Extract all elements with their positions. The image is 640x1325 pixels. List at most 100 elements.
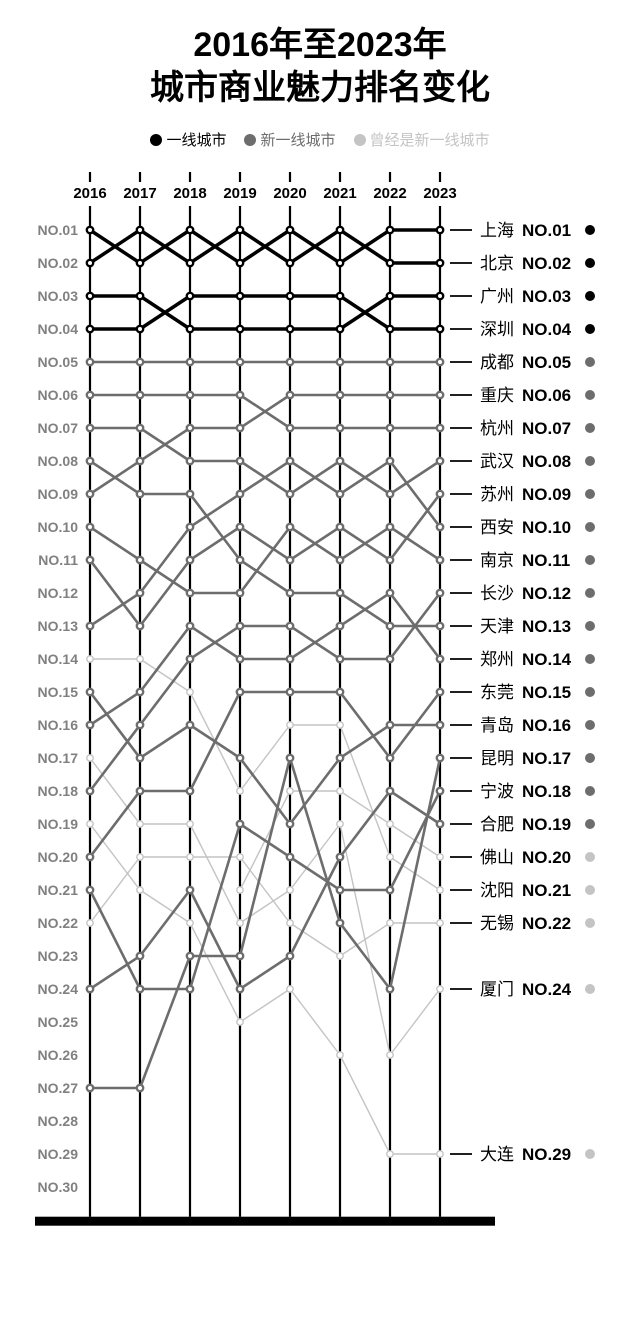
city-node bbox=[337, 590, 343, 596]
city-node bbox=[287, 359, 293, 365]
city-node bbox=[387, 326, 393, 332]
rank-label-left: NO.01 bbox=[38, 222, 79, 238]
city-node bbox=[287, 722, 293, 728]
rank-label-left: NO.30 bbox=[38, 1179, 79, 1195]
city-tier-dot bbox=[585, 852, 595, 862]
city-node bbox=[287, 920, 293, 926]
city-rank-label: NO.20 bbox=[522, 848, 571, 867]
city-node bbox=[237, 689, 243, 695]
city-node bbox=[87, 755, 93, 761]
city-node bbox=[137, 953, 143, 959]
city-node bbox=[437, 986, 443, 992]
city-node bbox=[187, 788, 193, 794]
city-node bbox=[137, 458, 143, 464]
city-name-label: 沈阳 bbox=[480, 881, 514, 900]
city-node bbox=[237, 920, 243, 926]
city-node bbox=[437, 260, 443, 266]
city-node bbox=[87, 293, 93, 299]
city-node bbox=[337, 425, 343, 431]
city-node bbox=[187, 557, 193, 563]
city-node bbox=[387, 1052, 393, 1058]
city-node bbox=[187, 986, 193, 992]
city-node bbox=[437, 392, 443, 398]
legend-label: 曾经是新一线城市 bbox=[370, 129, 490, 150]
city-node bbox=[287, 392, 293, 398]
city-node bbox=[387, 623, 393, 629]
city-node bbox=[237, 854, 243, 860]
city-node bbox=[187, 689, 193, 695]
city-node bbox=[87, 854, 93, 860]
city-node bbox=[237, 359, 243, 365]
city-name-label: 武汉 bbox=[480, 452, 514, 471]
city-node bbox=[387, 491, 393, 497]
city-node bbox=[437, 557, 443, 563]
city-node bbox=[287, 326, 293, 332]
city-node bbox=[237, 524, 243, 530]
city-node bbox=[387, 656, 393, 662]
city-node bbox=[337, 755, 343, 761]
city-tier-dot bbox=[585, 984, 595, 994]
city-node bbox=[287, 590, 293, 596]
rank-label-left: NO.18 bbox=[38, 783, 79, 799]
city-node bbox=[87, 920, 93, 926]
city-tier-dot bbox=[585, 588, 595, 598]
city-node bbox=[387, 293, 393, 299]
city-rank-label: NO.02 bbox=[522, 254, 571, 273]
city-tier-dot bbox=[585, 291, 595, 301]
city-node bbox=[287, 491, 293, 497]
city-tier-dot bbox=[585, 819, 595, 829]
city-node bbox=[287, 260, 293, 266]
city-node bbox=[87, 524, 93, 530]
city-line bbox=[90, 758, 440, 1055]
city-node bbox=[387, 887, 393, 893]
city-node bbox=[237, 656, 243, 662]
rank-label-left: NO.11 bbox=[38, 552, 78, 568]
city-node bbox=[237, 491, 243, 497]
bump-chart: 20162017201820192020202120222023NO.01NO.… bbox=[0, 160, 640, 1310]
svg-text:2023: 2023 bbox=[423, 185, 456, 202]
city-node bbox=[337, 293, 343, 299]
city-rank-label: NO.22 bbox=[522, 914, 571, 933]
city-line bbox=[90, 230, 440, 263]
city-node bbox=[387, 920, 393, 926]
city-node bbox=[337, 656, 343, 662]
rank-label-left: NO.08 bbox=[38, 453, 79, 469]
city-node bbox=[237, 986, 243, 992]
city-name-label: 深圳 bbox=[480, 320, 514, 339]
city-node bbox=[87, 722, 93, 728]
city-node bbox=[287, 986, 293, 992]
city-rank-label: NO.04 bbox=[522, 320, 572, 339]
city-tier-dot bbox=[585, 456, 595, 466]
city-node bbox=[337, 1052, 343, 1058]
legend-item: 曾经是新一线城市 bbox=[354, 129, 490, 150]
city-node bbox=[137, 788, 143, 794]
city-node bbox=[287, 755, 293, 761]
legend-item: 新一线城市 bbox=[244, 129, 335, 150]
city-node bbox=[237, 326, 243, 332]
city-node bbox=[187, 821, 193, 827]
city-node bbox=[187, 920, 193, 926]
city-node bbox=[137, 722, 143, 728]
city-node bbox=[287, 524, 293, 530]
rank-label-left: NO.13 bbox=[38, 618, 79, 634]
city-rank-label: NO.07 bbox=[522, 419, 571, 438]
rank-label-left: NO.03 bbox=[38, 288, 79, 304]
city-name-label: 合肥 bbox=[480, 815, 514, 834]
city-node bbox=[237, 392, 243, 398]
city-node bbox=[237, 755, 243, 761]
city-node bbox=[437, 227, 443, 233]
city-node bbox=[387, 590, 393, 596]
city-node bbox=[87, 1085, 93, 1091]
city-name-label: 厦门 bbox=[480, 980, 514, 999]
city-rank-label: NO.16 bbox=[522, 716, 571, 735]
city-rank-label: NO.19 bbox=[522, 815, 571, 834]
city-node bbox=[237, 1019, 243, 1025]
city-rank-label: NO.14 bbox=[522, 650, 572, 669]
city-node bbox=[187, 425, 193, 431]
city-rank-label: NO.15 bbox=[522, 683, 571, 702]
city-node bbox=[187, 326, 193, 332]
city-node bbox=[87, 557, 93, 563]
rank-label-left: NO.28 bbox=[38, 1113, 79, 1129]
city-node bbox=[87, 326, 93, 332]
city-node bbox=[287, 293, 293, 299]
